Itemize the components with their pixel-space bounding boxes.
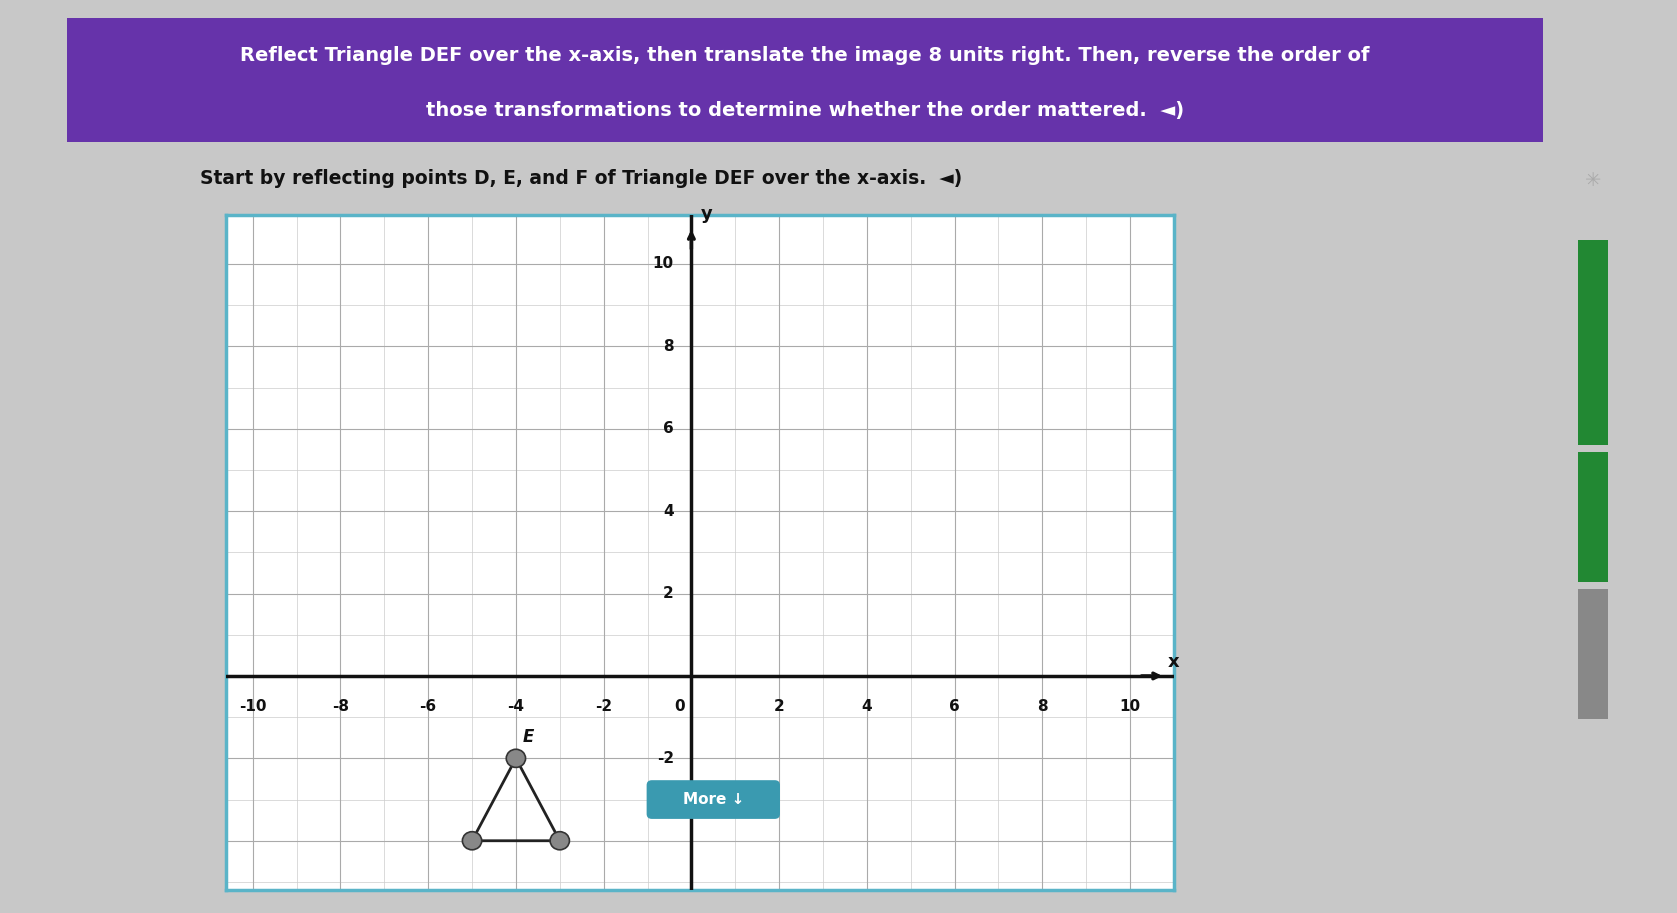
FancyBboxPatch shape <box>647 781 780 819</box>
Text: Start by reflecting points D, E, and F of Triangle DEF over the x-axis.  ◄): Start by reflecting points D, E, and F o… <box>200 169 963 188</box>
Text: 2: 2 <box>662 586 674 601</box>
Text: x: x <box>1167 653 1179 670</box>
FancyBboxPatch shape <box>37 16 1573 144</box>
Circle shape <box>550 832 570 850</box>
Text: -2: -2 <box>595 698 612 714</box>
Text: 8: 8 <box>662 339 674 354</box>
Circle shape <box>506 750 525 768</box>
Text: 4: 4 <box>862 698 872 714</box>
Text: -6: -6 <box>419 698 436 714</box>
FancyBboxPatch shape <box>1578 589 1608 719</box>
Text: those transformations to determine whether the order mattered.  ◄): those transformations to determine wheth… <box>426 101 1184 121</box>
Text: Reflect Triangle DEF over the x-axis, then translate the image 8 units right. Th: Reflect Triangle DEF over the x-axis, th… <box>240 46 1370 65</box>
Text: 0: 0 <box>674 698 684 714</box>
FancyBboxPatch shape <box>1578 452 1608 582</box>
Text: -8: -8 <box>332 698 349 714</box>
Text: 2: 2 <box>773 698 785 714</box>
Text: ✳: ✳ <box>1585 172 1602 190</box>
Text: 6: 6 <box>949 698 959 714</box>
Text: -10: -10 <box>238 698 267 714</box>
Text: -2: -2 <box>657 750 674 766</box>
Text: -4: -4 <box>508 698 525 714</box>
Text: More ↓: More ↓ <box>683 792 745 807</box>
Text: 6: 6 <box>662 421 674 436</box>
Text: 8: 8 <box>1036 698 1048 714</box>
Text: 10: 10 <box>652 257 674 271</box>
Text: y: y <box>701 205 713 223</box>
FancyBboxPatch shape <box>1578 240 1608 446</box>
Circle shape <box>463 832 481 850</box>
Text: E: E <box>523 728 533 746</box>
Text: 4: 4 <box>662 504 674 519</box>
Text: 10: 10 <box>1120 698 1140 714</box>
